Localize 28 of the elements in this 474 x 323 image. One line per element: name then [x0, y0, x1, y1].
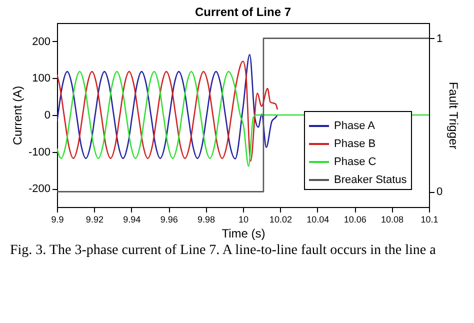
x-tick-label: 10 [238, 214, 249, 224]
y2-tick-label: 1 [436, 32, 443, 45]
x-tick-label: 9.96 [160, 214, 178, 224]
x-tick-label: 9.92 [86, 214, 104, 224]
legend-label: Phase B [334, 138, 376, 150]
x-axis-title: Time (s) [222, 226, 266, 240]
x-tick-label: 9.9 [51, 214, 64, 224]
x-tick-label: 10.08 [381, 214, 404, 224]
y-tick-label: -100 [28, 146, 50, 158]
x-tick-label: 10.06 [344, 214, 366, 224]
y-tick-label: -200 [28, 183, 50, 196]
x-tick-label: 10.04 [306, 214, 330, 224]
x-tick-label: 9.94 [123, 214, 141, 224]
line-series [57, 70, 429, 167]
y2-axis-title: Fault Trigger [446, 82, 461, 150]
y-tick-label: 0 [44, 110, 50, 122]
legend-label: Breaker Status [334, 174, 408, 186]
caption: Fig. 3. The 3-phase current of Line 7. A line-to-line fault occurs in the line a [10, 243, 437, 259]
y-axis-title: Current (A) [10, 86, 24, 146]
legend-label: Phase A [334, 120, 376, 132]
x-tick-label: 9.98 [198, 214, 216, 224]
chart-title: Current of Line 7 [194, 5, 292, 19]
x-tick-label: 10.1 [420, 214, 438, 224]
x-tick-label: 10.02 [269, 214, 292, 224]
y-tick-label: 100 [32, 72, 50, 85]
y2-tick-label: 0 [436, 186, 443, 198]
y-tick-label: 200 [32, 36, 50, 48]
legend-label: Phase C [334, 156, 376, 168]
